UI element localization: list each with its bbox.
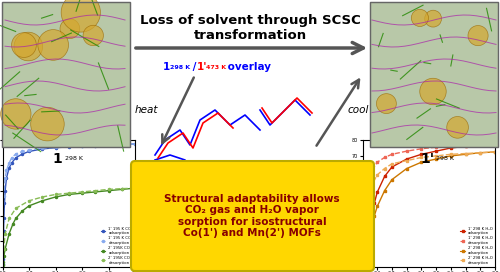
Y-axis label: Volume (cm³ (STP) g⁻¹): Volume (cm³ (STP) g⁻¹): [340, 172, 346, 235]
Circle shape: [83, 25, 103, 46]
Circle shape: [446, 116, 468, 138]
Text: 1: 1: [163, 62, 170, 72]
Circle shape: [468, 26, 488, 46]
FancyBboxPatch shape: [370, 2, 498, 147]
FancyBboxPatch shape: [2, 2, 130, 147]
Text: Structural adaptability allows
CO₂ gas and H₂O vapor
sorption for isostructural
: Structural adaptability allows CO₂ gas a…: [164, 194, 340, 238]
FancyBboxPatch shape: [131, 161, 374, 271]
Text: 298 K: 298 K: [170, 65, 190, 70]
Text: cool: cool: [348, 105, 370, 115]
Circle shape: [61, 0, 100, 32]
Text: 1': 1': [420, 152, 434, 166]
Legend: 1' 195 K CO₂
adsorption, 1' 195 K CO₂
desorption, 2' 195K CO₂
adsorption, 2' 195: 1' 195 K CO₂ adsorption, 1' 195 K CO₂ de…: [100, 227, 133, 265]
Text: 473 K: 473 K: [206, 65, 226, 70]
Circle shape: [412, 9, 428, 26]
Text: heat: heat: [134, 105, 158, 115]
Circle shape: [12, 33, 36, 57]
Text: 298 K: 298 K: [65, 156, 83, 161]
Text: 298 K: 298 K: [436, 156, 454, 161]
Circle shape: [0, 99, 31, 129]
Text: 1': 1': [197, 62, 207, 72]
Legend: 1' 298 K H₂O
adsorption, 1' 298 K H₂O
desorption, 2' 298 K H₂O
adsorption, 2' 29: 1' 298 K H₂O adsorption, 1' 298 K H₂O de…: [460, 227, 493, 265]
Text: overlay: overlay: [224, 62, 271, 72]
Text: /: /: [189, 62, 200, 72]
Circle shape: [376, 94, 396, 113]
Circle shape: [38, 30, 68, 60]
Circle shape: [60, 19, 80, 39]
Circle shape: [30, 107, 64, 141]
Circle shape: [424, 10, 442, 27]
Text: 1: 1: [52, 152, 62, 166]
Circle shape: [420, 78, 446, 105]
Text: Loss of solvent through SCSC
transformation: Loss of solvent through SCSC transformat…: [140, 14, 360, 42]
Circle shape: [14, 32, 42, 61]
